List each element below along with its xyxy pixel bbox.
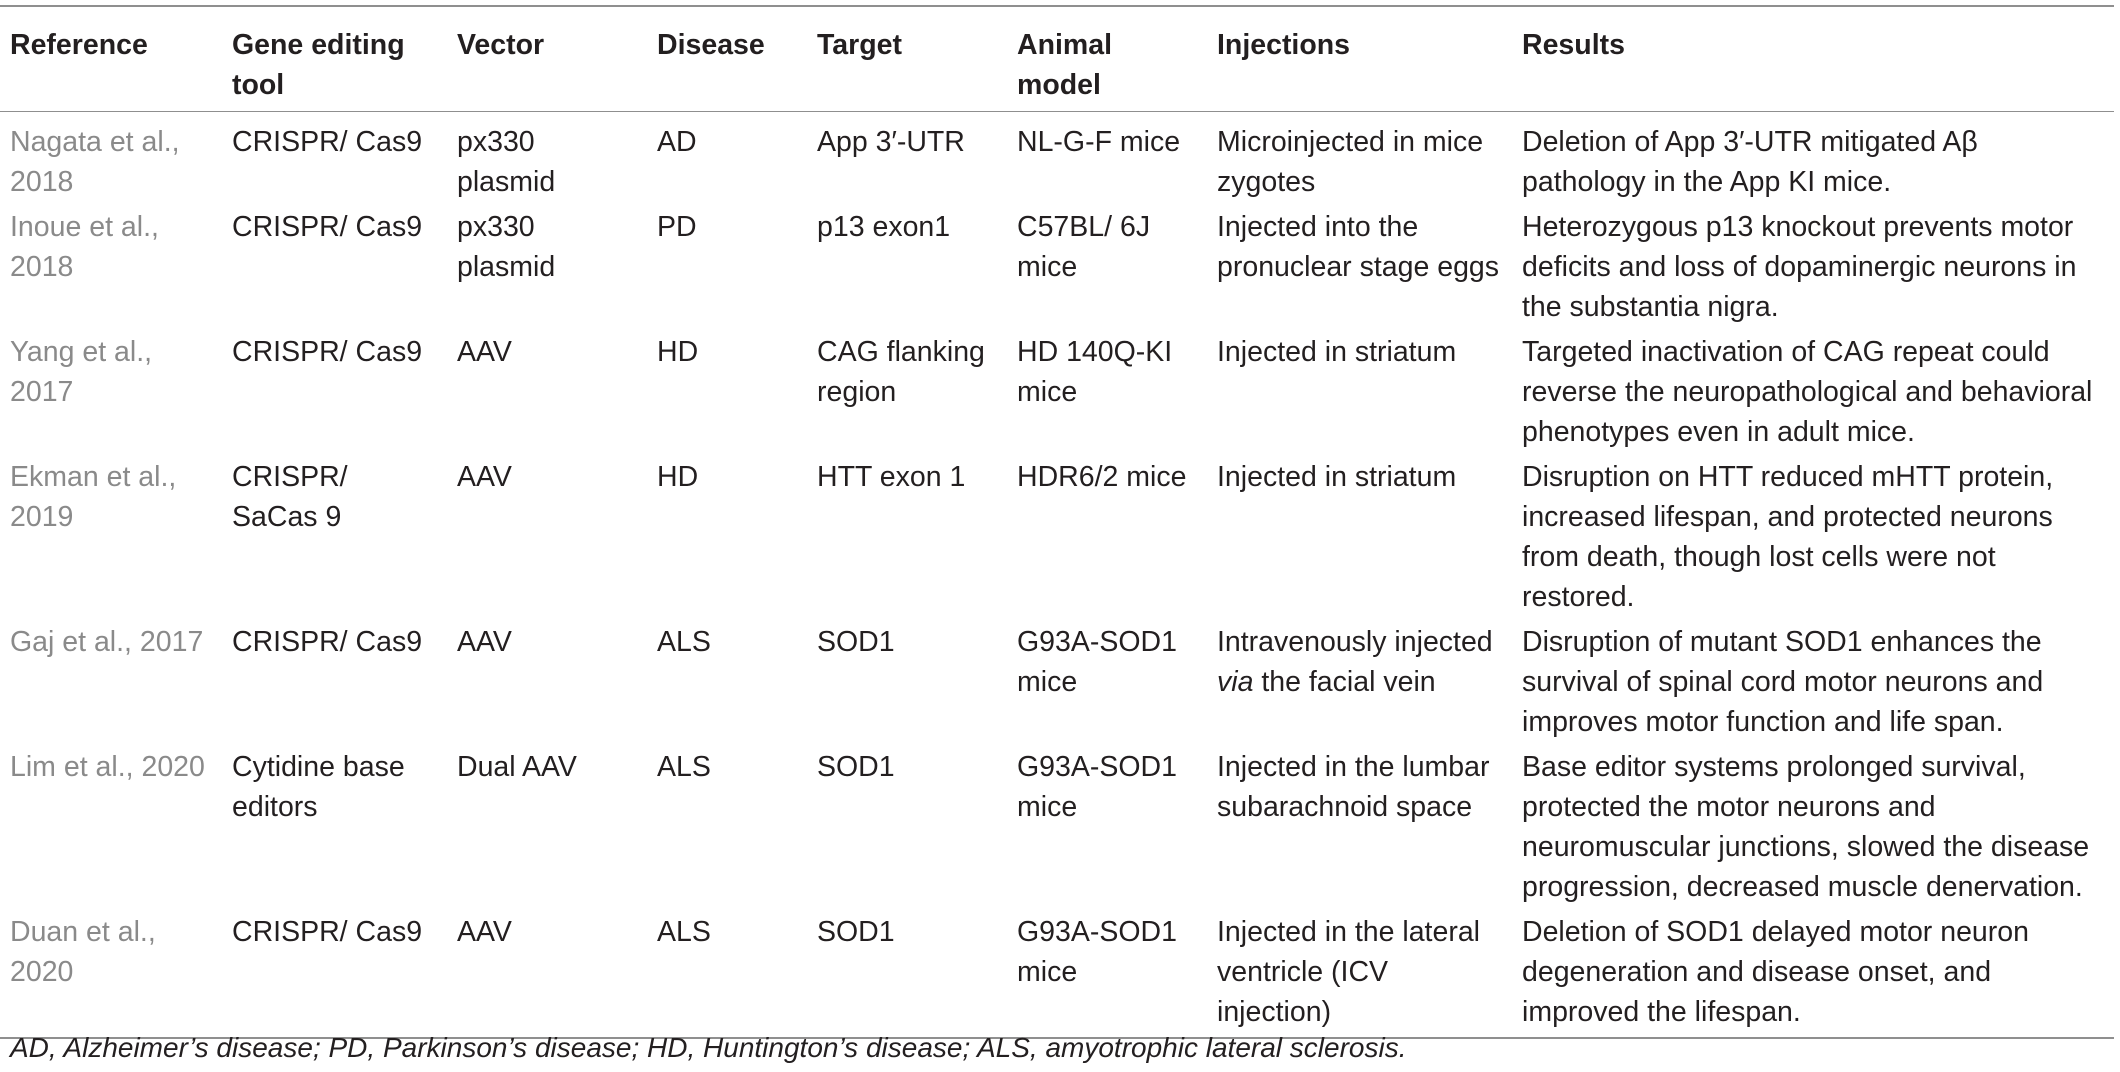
cell-disease: PD [657,211,697,243]
cell-injections: Injected in striatum [1217,336,1457,368]
header-vector: Vector [457,29,545,61]
injections-text: the facial vein [1253,666,1436,698]
cell-target: HTT exon 1 [817,461,966,493]
cell-reference: Lim et al., 2020 [10,751,205,783]
cell-reference: Inoue et al., 2018 [10,211,159,283]
cell-results: Heterozygous p13 knockout prevents motor… [1522,211,2077,323]
cell-injections: Intravenously injected via the facial ve… [1207,622,1512,747]
table-footnote: AD, Alzheimer’s disease; PD, Parkinson’s… [10,1032,1407,1063]
cell-injections: Injected into the pronuclear stage eggs [1217,211,1500,283]
cell-target: SOD1 [817,626,895,658]
cell-tool: Cytidine base editors [232,751,405,823]
cell-reference: Nagata et al., 2018 [10,126,180,198]
cell-tool: CRISPR/ Cas9 [232,211,423,243]
cell-disease: HD [657,461,699,493]
cell-vector: px330 plasmid [457,211,556,283]
cell-target: CAG flanking region [817,336,985,408]
cell-target: App 3′-UTR [817,126,965,158]
header-reference: Reference [10,29,148,61]
cell-disease: AD [657,126,697,158]
cell-disease: ALS [657,626,711,658]
cell-tool: CRISPR/ Cas9 [232,336,423,368]
table-row: Duan et al., 2020 CRISPR/ Cas9 AAV ALS S… [0,912,2114,1038]
cell-animal-model: G93A-SOD1 mice [1017,751,1177,823]
table-row: Gaj et al., 2017 CRISPR/ Cas9 AAV ALS SO… [0,622,2114,747]
cell-reference: Duan et al., 2020 [10,916,156,988]
cell-injections: Injected in striatum [1217,461,1457,493]
table-row: Inoue et al., 2018 CRISPR/ Cas9 px330 pl… [0,207,2114,332]
cell-injections: Injected in the lumbar subarachnoid spac… [1217,751,1490,823]
cell-results: Disruption on HTT reduced mHTT protein, … [1522,461,2054,613]
cell-target: p13 exon1 [817,211,951,243]
cell-vector: AAV [457,626,512,658]
cell-tool: CRISPR/ SaCas 9 [232,461,348,533]
table-row: Ekman et al., 2019 CRISPR/ SaCas 9 AAV H… [0,457,2114,622]
table-row: Yang et al., 2017 CRISPR/ Cas9 AAV HD CA… [0,332,2114,457]
cell-reference: Gaj et al., 2017 [10,626,204,658]
cell-reference: Yang et al., 2017 [10,336,153,408]
cell-disease: HD [657,336,699,368]
header-target: Target [817,29,902,61]
cell-animal-model: G93A-SOD1 mice [1017,626,1177,698]
cell-vector: Dual AAV [457,751,577,783]
cell-tool: CRISPR/ Cas9 [232,626,423,658]
cell-tool: CRISPR/ Cas9 [232,916,423,948]
cell-results: Disruption of mutant SOD1 enhances the s… [1522,626,2044,738]
injections-text: Intravenously injected [1217,626,1493,658]
header-gene-editing-tool: Gene editing tool [232,29,405,101]
cell-animal-model: HDR6/2 mice [1017,461,1187,493]
cell-target: SOD1 [817,751,895,783]
cell-injections: Microinjected in mice zygotes [1217,126,1484,198]
header-animal-model: Animal model [1017,29,1113,101]
cell-animal-model: G93A-SOD1 mice [1017,916,1177,988]
cell-disease: ALS [657,751,711,783]
injections-italic-text: via [1217,666,1254,698]
cell-results: Deletion of App 3′-UTR mitigated Aβ path… [1522,126,1978,198]
cell-results: Base editor systems prolonged survival, … [1522,751,2090,903]
cell-vector: AAV [457,461,512,493]
cell-tool: CRISPR/ Cas9 [232,126,423,158]
cell-reference: Ekman et al., 2019 [10,461,177,533]
cell-injections: Injected in the lateral ventricle (ICV i… [1217,916,1480,1028]
cell-animal-model: C57BL/ 6J mice [1017,211,1151,283]
cell-target: SOD1 [817,916,895,948]
cell-vector: AAV [457,916,512,948]
cell-results: Targeted inactivation of CAG repeat coul… [1522,336,2093,448]
header-results: Results [1522,29,1625,61]
cell-results: Deletion of SOD1 delayed motor neuron de… [1522,916,2029,1028]
header-injections: Injections [1217,29,1351,61]
cell-animal-model: NL-G-F mice [1017,126,1181,158]
cell-disease: ALS [657,916,711,948]
cell-vector: AAV [457,336,512,368]
table-header-row: Reference Gene editing tool Vector Disea… [0,6,2114,112]
header-disease: Disease [657,29,765,61]
table-row: Lim et al., 2020 Cytidine base editors D… [0,747,2114,912]
gene-editing-table: Reference Gene editing tool Vector Disea… [0,5,2114,1039]
cell-vector: px330 plasmid [457,126,556,198]
table-row: Nagata et al., 2018 CRISPR/ Cas9 px330 p… [0,112,2114,208]
cell-animal-model: HD 140Q-KI mice [1017,336,1173,408]
